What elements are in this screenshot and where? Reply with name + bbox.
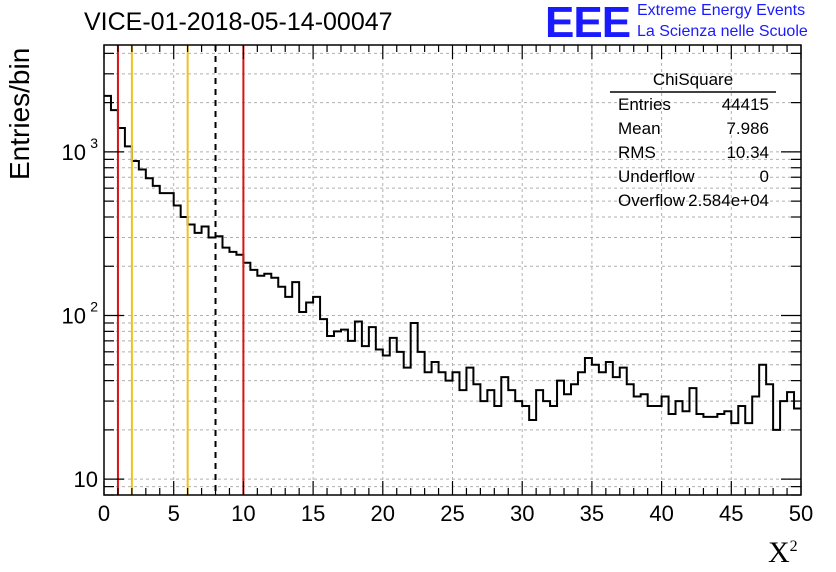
stats-box-title: ChiSquare xyxy=(653,70,733,89)
y-tick-label: 10 xyxy=(74,467,98,492)
x-tick-label: 40 xyxy=(649,501,673,526)
x-tick-label: 10 xyxy=(231,501,255,526)
stats-box: ChiSquare Entries 44415 Mean 7.986 RMS 10.34 Un… xyxy=(610,70,776,210)
x-tick-label: 50 xyxy=(789,501,813,526)
histogram xyxy=(104,94,801,431)
logo-tagline-2: La Scienza nelle Scuole xyxy=(637,23,808,40)
stats-label-entries: Entries xyxy=(618,95,671,114)
histogram-line xyxy=(104,94,801,431)
stats-value-overflow: 2.584e+04 xyxy=(688,191,769,210)
stats-value-entries: 44415 xyxy=(722,95,769,114)
grid-lines xyxy=(104,45,801,496)
x-tick-label: 0 xyxy=(98,501,110,526)
x-tick-label: 25 xyxy=(440,501,464,526)
x-tick-label: 20 xyxy=(371,501,395,526)
x-tick-label: 5 xyxy=(168,501,180,526)
y-tick-label: 10 xyxy=(62,304,86,329)
logo-tagline-1: Extreme Energy Events xyxy=(637,2,806,19)
stats-value-rms: 10.34 xyxy=(726,143,769,162)
chart-title: VICE-01-2018-05-14-00047 xyxy=(84,8,393,36)
stats-value-mean: 7.986 xyxy=(726,119,769,138)
stats-label-overflow: Overflow xyxy=(618,191,686,210)
x-tick-label: 30 xyxy=(510,501,534,526)
stats-value-underflow: 0 xyxy=(760,167,769,186)
stats-label-rms: RMS xyxy=(618,143,656,162)
y-tick-exponent: 3 xyxy=(90,135,98,151)
reference-lines xyxy=(116,45,245,495)
eee-logo: EEE xyxy=(545,0,631,47)
x-axis-label: X2 xyxy=(768,536,798,569)
stats-label-mean: Mean xyxy=(618,119,661,138)
y-tick-label: 10 xyxy=(62,140,86,165)
stats-label-underflow: Underflow xyxy=(618,167,695,186)
y-tick-exponent: 2 xyxy=(90,299,98,315)
x-tick-label: 15 xyxy=(301,501,325,526)
x-tick-label: 45 xyxy=(719,501,743,526)
x-tick-label: 35 xyxy=(580,501,604,526)
